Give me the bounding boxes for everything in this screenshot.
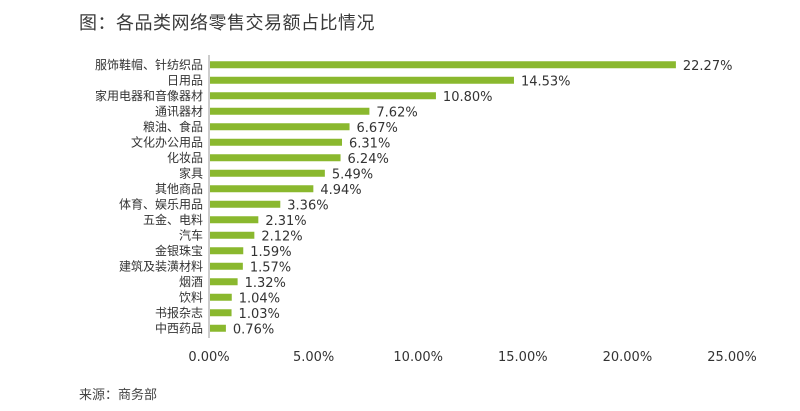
category-label: 家用电器和音像器材 xyxy=(95,88,203,103)
x-tick-label: 0.00% xyxy=(188,350,229,365)
value-label: 6.31% xyxy=(349,136,390,151)
category-label: 家具 xyxy=(179,165,203,180)
x-tick-label: 5.00% xyxy=(293,350,334,365)
bar xyxy=(210,92,436,100)
source-note: 来源：商务部 xyxy=(79,388,158,403)
category-label: 服饰鞋帽、针纺织品 xyxy=(95,57,203,72)
bar xyxy=(210,61,676,69)
value-label: 1.57% xyxy=(250,260,291,275)
bar xyxy=(210,262,243,270)
category-label: 中西药品 xyxy=(155,320,203,335)
value-label: 1.03% xyxy=(239,307,280,322)
x-tick-label: 10.00% xyxy=(393,350,443,365)
x-tick-label: 25.00% xyxy=(707,350,757,365)
bar xyxy=(210,216,259,224)
value-label: 6.24% xyxy=(348,152,389,167)
chart-title: 图：各品类网络零售交易额占比情况 xyxy=(79,13,375,34)
value-label: 22.27% xyxy=(683,59,733,74)
value-label: 0.76% xyxy=(233,322,274,337)
value-label: 1.32% xyxy=(245,276,286,291)
bar xyxy=(210,185,314,193)
value-label: 6.67% xyxy=(357,121,398,136)
value-label: 3.36% xyxy=(287,198,328,213)
bar xyxy=(210,309,232,317)
bar xyxy=(210,76,514,84)
value-label: 2.12% xyxy=(261,229,302,244)
x-tick-label: 15.00% xyxy=(498,350,548,365)
category-label: 烟酒 xyxy=(179,275,203,289)
category-label: 文化办公用品 xyxy=(131,134,203,149)
category-label: 书报杂志 xyxy=(155,305,203,320)
bar xyxy=(210,107,370,115)
bar xyxy=(210,293,232,301)
value-label: 7.62% xyxy=(376,105,417,120)
category-label: 建筑及装潢材料 xyxy=(119,258,203,273)
value-label: 10.80% xyxy=(443,90,493,105)
value-label: 1.59% xyxy=(250,245,291,260)
category-label: 日用品 xyxy=(167,73,203,87)
category-label: 饮料 xyxy=(179,290,203,304)
category-label: 五金、电料 xyxy=(143,212,203,227)
value-label: 14.53% xyxy=(521,74,571,89)
category-label: 粮油、食品 xyxy=(143,119,203,134)
bar xyxy=(210,200,281,208)
bar xyxy=(210,231,255,239)
category-label: 通讯器材 xyxy=(155,104,203,118)
category-label: 体育、娱乐用品 xyxy=(119,196,203,211)
value-label: 4.94% xyxy=(320,183,361,198)
bar xyxy=(210,123,350,131)
category-label: 其他商品 xyxy=(155,181,203,196)
bar xyxy=(210,154,341,162)
bar xyxy=(210,324,226,332)
category-label: 化妆品 xyxy=(167,151,203,165)
bar xyxy=(210,138,343,146)
category-label: 金银珠宝 xyxy=(155,243,203,258)
x-tick-label: 20.00% xyxy=(603,350,653,365)
value-label: 2.31% xyxy=(265,214,306,229)
value-label: 5.49% xyxy=(332,167,373,182)
category-label: 汽车 xyxy=(179,227,203,242)
bar xyxy=(210,247,244,255)
bar xyxy=(210,169,325,177)
value-label: 1.04% xyxy=(239,291,280,306)
bar xyxy=(210,278,238,286)
